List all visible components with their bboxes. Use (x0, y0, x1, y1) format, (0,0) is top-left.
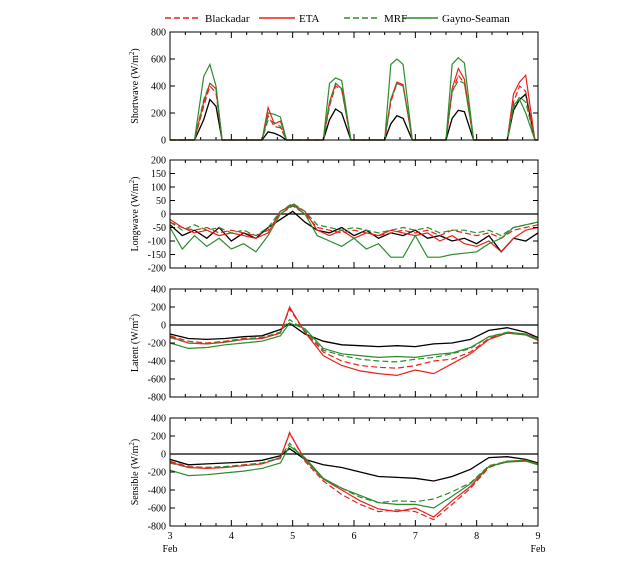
panel-1: 0 200 400 600 800 Shortwave (W/m2) (128, 28, 539, 147)
series-line-observed (170, 92, 538, 141)
y-tick-label: 200 (151, 109, 166, 120)
y-axis-label-text: Latent (W/m (130, 321, 141, 373)
series-line-eta (169, 431, 539, 518)
y-axis-label-close: ) (130, 439, 141, 442)
legend-item: Blackadar (165, 13, 250, 25)
y-axis-label-sup: 2 (128, 317, 136, 321)
y-tick-label: -200 (148, 339, 166, 350)
x-month-label-right: Feb (531, 544, 546, 555)
y-axis-label-sup: 2 (128, 51, 136, 55)
y-axis-label: Longwave (W/m2) (128, 177, 141, 252)
y-tick-label: -100 (148, 237, 166, 248)
series-line-observed (169, 322, 539, 348)
y-tick-label: -400 (148, 357, 166, 368)
series-line-mrf (170, 79, 538, 141)
y-axis-label-close: ) (130, 314, 141, 317)
y-tick-label: 800 (151, 28, 166, 39)
series-line-observed (169, 447, 539, 482)
y-axis-label: Shortwave (W/m2) (128, 48, 141, 123)
series-line-blackadar (170, 73, 538, 141)
legend-label: MRF (384, 13, 407, 25)
y-tick-label: -200 (148, 264, 166, 275)
x-tick-label: 5 (290, 531, 295, 542)
y-axis-label-text: Sensible (W/m (130, 445, 141, 505)
y-axis-label: Latent (W/m2) (128, 314, 141, 372)
series-line-mrf (169, 202, 539, 237)
y-tick-label: 0 (161, 210, 166, 221)
panel-frame (169, 31, 539, 141)
series-line-eta (169, 203, 539, 253)
y-axis-label-close: ) (130, 48, 141, 51)
panel-frame (169, 288, 539, 398)
y-tick-label: 150 (151, 169, 166, 180)
y-tick-label: 100 (151, 183, 166, 194)
series-line-gayno (169, 322, 539, 359)
y-tick-label: 200 (151, 156, 166, 167)
y-axis-label-sup: 2 (128, 179, 136, 183)
series-line-observed (169, 210, 539, 253)
y-tick-label: -800 (148, 393, 166, 404)
panel-2: -200 -150 -100 -50 0 50 100 150 200 Longwave (W/m… (128, 156, 539, 275)
y-tick-label: -600 (148, 375, 166, 386)
y-tick-label: 200 (151, 432, 166, 443)
x-month-label-left: Feb (163, 544, 178, 555)
y-tick-label: -800 (148, 522, 166, 533)
y-axis-label-text: Longwave (W/m (130, 183, 141, 251)
y-tick-label: -50 (153, 223, 166, 234)
y-tick-label: 400 (151, 414, 166, 425)
x-tick-label: 7 (413, 531, 418, 542)
legend-item: ETA (259, 13, 320, 25)
panel-3: -800 -600 -400 -200 0 200 400 Latent (W/m2) (128, 285, 539, 404)
y-tick-label: -400 (148, 486, 166, 497)
x-tick-label: 3 (168, 531, 173, 542)
panel-4: -800 -600 -400 -200 0 200 400 Sensible (W/m2) 3 4… (128, 414, 546, 556)
y-axis-label-sup: 2 (128, 442, 136, 446)
legend-item: Gayno-Seaman (402, 13, 510, 25)
legend-label: ETA (299, 13, 320, 25)
legend-label: Blackadar (205, 13, 250, 25)
series-line-blackadar (169, 307, 539, 369)
y-tick-label: 400 (151, 285, 166, 296)
series-line-blackadar (169, 205, 539, 239)
legend-item: MRF (344, 13, 407, 25)
y-tick-label: 0 (161, 136, 166, 147)
y-tick-label: -600 (148, 504, 166, 515)
y-tick-label: 400 (151, 82, 166, 93)
y-tick-label: 0 (161, 321, 166, 332)
legend: Blackadar ETA MRF Gayno-Seaman (165, 13, 510, 25)
series-line-gayno (170, 56, 538, 141)
x-tick-label: 6 (352, 531, 357, 542)
y-tick-label: 50 (156, 196, 166, 207)
legend-label: Gayno-Seaman (442, 13, 510, 25)
series-line-gayno (169, 444, 539, 509)
y-tick-label: -150 (148, 250, 166, 261)
series-line-mrf (169, 442, 539, 504)
y-axis-label-close: ) (130, 177, 141, 180)
series-line-blackadar (169, 430, 539, 521)
series-line-gayno (169, 203, 539, 258)
x-tick-label: 8 (474, 531, 479, 542)
series-line-eta (170, 66, 538, 141)
y-tick-label: 0 (161, 450, 166, 461)
y-tick-label: 600 (151, 55, 166, 66)
y-axis-label: Sensible (W/m2) (128, 439, 141, 506)
x-tick-label: 4 (229, 531, 234, 542)
y-tick-label: 200 (151, 303, 166, 314)
y-axis-label-text: Shortwave (W/m (130, 55, 141, 124)
y-tick-label: -200 (148, 468, 166, 479)
x-tick-label: 9 (536, 531, 541, 542)
